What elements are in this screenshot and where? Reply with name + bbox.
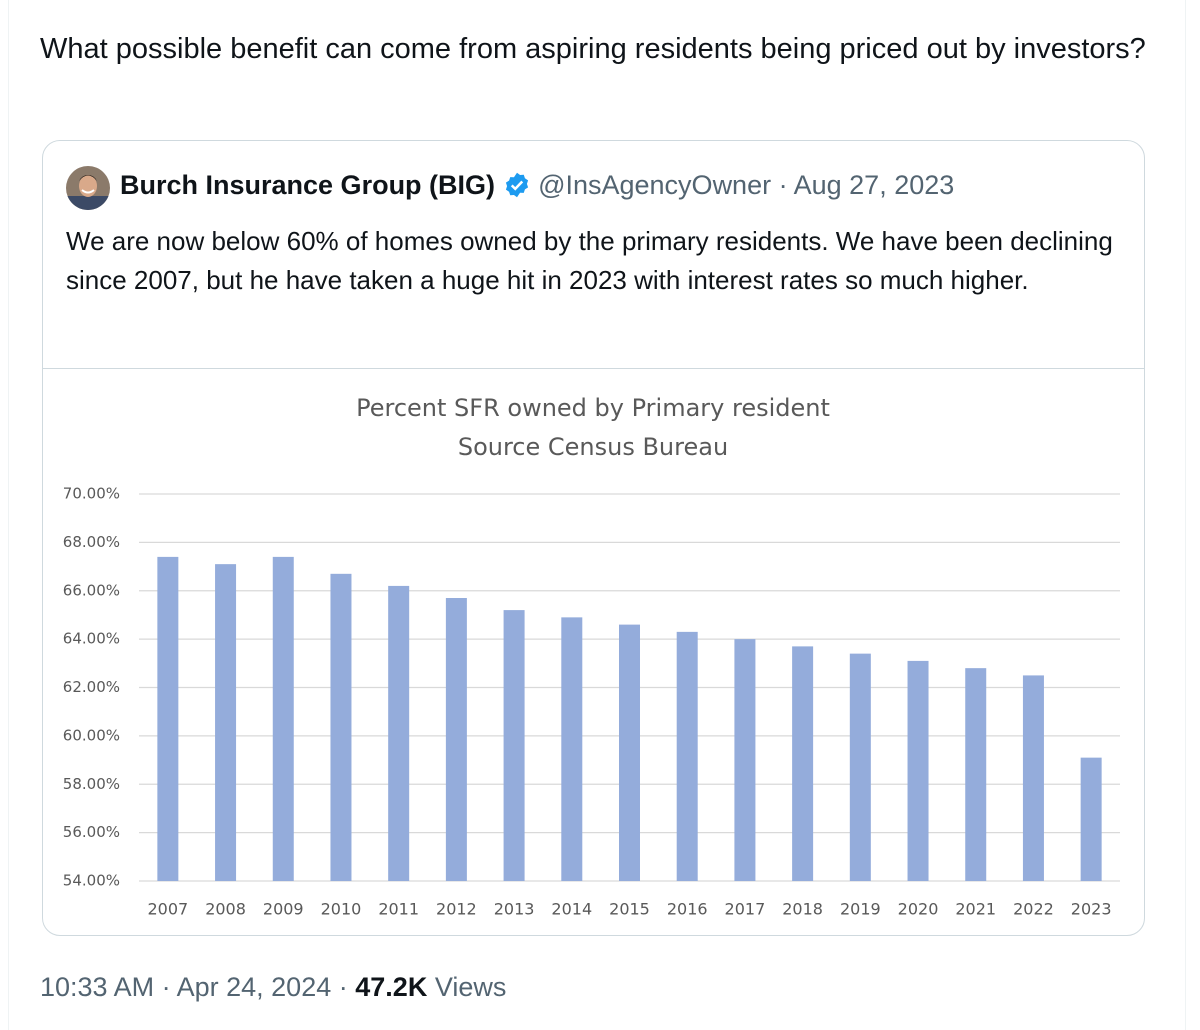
y-tick-label: 64.00% — [63, 630, 120, 648]
bar — [1022, 675, 1044, 881]
bar — [561, 617, 583, 881]
x-tick-label: 2023 — [1071, 900, 1112, 919]
y-tick-label: 62.00% — [63, 678, 120, 696]
bar — [734, 639, 756, 881]
bar — [388, 585, 410, 881]
bar — [965, 668, 987, 881]
date[interactable]: Apr 24, 2024 — [176, 972, 332, 1002]
x-tick-label: 2014 — [551, 900, 592, 919]
x-tick-label: 2020 — [898, 900, 939, 919]
tweet-text: What possible benefit can come from aspi… — [40, 33, 1146, 65]
y-tick-label: 60.00% — [63, 726, 120, 744]
separator: · — [778, 170, 788, 200]
handle[interactable]: @InsAgencyOwner — [538, 170, 772, 200]
x-tick-label: 2017 — [725, 900, 766, 919]
x-tick-label: 2016 — [667, 900, 708, 919]
x-tick-label: 2010 — [321, 900, 362, 919]
y-tick-label: 56.00% — [63, 823, 120, 841]
bar — [330, 573, 352, 881]
separator: · — [161, 972, 171, 1002]
quoted-tweet-card[interactable] — [42, 140, 1145, 936]
bar — [849, 653, 871, 881]
bar — [445, 598, 467, 881]
bar — [157, 556, 179, 881]
card-divider — [43, 368, 1144, 369]
bar — [907, 660, 929, 881]
timeline-frame — [8, 0, 1186, 1030]
avatar[interactable] — [66, 166, 110, 210]
x-tick-label: 2008 — [205, 900, 246, 919]
bar — [792, 646, 814, 881]
y-tick-label: 70.00% — [63, 485, 120, 503]
date[interactable]: Aug 27, 2023 — [793, 170, 955, 200]
x-tick-label: 2015 — [609, 900, 650, 919]
x-tick-label: 2019 — [840, 900, 881, 919]
separator: · — [338, 972, 348, 1002]
views-count: 47.2K — [355, 972, 428, 1002]
tweet-footer: 10:33 AM · Apr 24, 2024 · 47.2K Views — [40, 972, 506, 1003]
x-tick-label: 2009 — [263, 900, 304, 919]
bar — [503, 610, 525, 881]
x-tick-label: 2013 — [494, 900, 535, 919]
x-tick-label: 2021 — [955, 900, 996, 919]
x-tick-label: 2018 — [782, 900, 823, 919]
bar — [1080, 757, 1102, 881]
y-tick-label: 54.00% — [63, 872, 120, 890]
x-tick-label: 2012 — [436, 900, 477, 919]
bar — [676, 631, 698, 881]
x-tick-label: 2011 — [378, 900, 419, 919]
x-tick-label: 2022 — [1013, 900, 1054, 919]
bar — [215, 564, 237, 881]
time[interactable]: 10:33 AM — [40, 972, 155, 1002]
x-tick-label: 2007 — [147, 900, 188, 919]
y-tick-label: 68.00% — [63, 533, 120, 551]
verified-badge — [505, 172, 528, 198]
bar — [619, 624, 640, 881]
y-tick-label: 58.00% — [63, 775, 120, 793]
chart-subtitle: Source Census Bureau — [458, 433, 728, 461]
y-tick-label: 66.00% — [63, 581, 120, 599]
views-label: Views — [434, 972, 507, 1002]
author-name[interactable]: Burch Insurance Group (BIG) — [120, 170, 496, 200]
chart-title: Percent SFR owned by Primary resident — [356, 394, 830, 422]
bar — [272, 556, 294, 881]
quoted-tweet-text: We are now below 60% of homes owned by t… — [66, 226, 1113, 295]
quoted-tweet-meta: Burch Insurance Group (BIG) @InsAgencyOw… — [120, 170, 954, 201]
